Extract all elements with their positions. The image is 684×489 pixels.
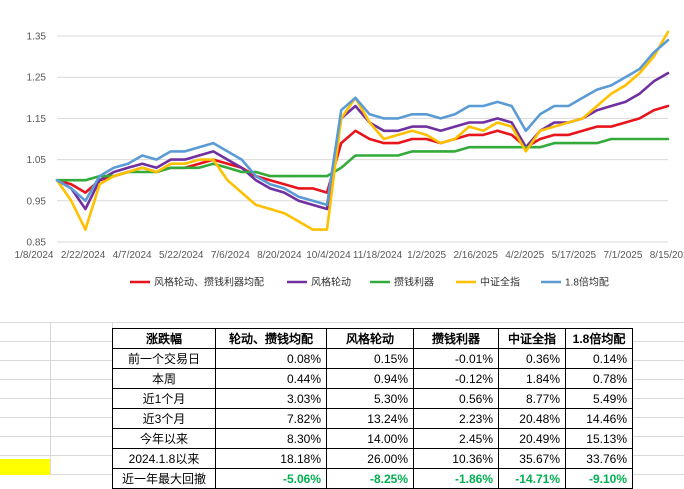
table-cell: 14.00% bbox=[326, 428, 414, 449]
table-cell: 26.00% bbox=[326, 448, 414, 469]
table-cell: 5.49% bbox=[565, 388, 633, 409]
x-tick-label: 5/22/2024 bbox=[159, 250, 204, 261]
table-row: 近3个月 7.82% 13.24% 2.23% 20.48% 14.46% bbox=[112, 408, 633, 429]
header-cell: 攒钱利器 bbox=[413, 328, 499, 349]
series-line-4 bbox=[55, 38, 670, 207]
y-tick-label: 1.25 bbox=[27, 73, 47, 84]
table-cell: 7.82% bbox=[215, 408, 327, 429]
legend-entry: 攒钱利器 bbox=[394, 276, 434, 289]
legend-entry: 中证全指 bbox=[480, 276, 520, 289]
table-cell: 35.67% bbox=[498, 448, 566, 469]
table-cell: 3.03% bbox=[215, 388, 327, 409]
table-row: 本周 0.44% 0.94% -0.12% 1.84% 0.78% bbox=[112, 368, 633, 389]
x-tick-label: 8/15/2025 bbox=[650, 250, 684, 261]
x-tick-label: 2/22/2024 bbox=[61, 250, 106, 261]
row-label: 本周 bbox=[112, 368, 216, 389]
table-cell: 20.48% bbox=[498, 408, 566, 429]
chart-legend: 风格轮动、攒钱利器均配 风格轮动 攒钱利器 中证全指 1.8倍均配 bbox=[130, 276, 609, 289]
header-cell: 涨跌幅 bbox=[112, 328, 216, 349]
legend-entry: 风格轮动、攒钱利器均配 bbox=[154, 276, 264, 289]
table-cell: 8.30% bbox=[215, 428, 327, 449]
row-label: 2024.1.8以来 bbox=[112, 448, 216, 469]
table-cell: 0.56% bbox=[413, 388, 499, 409]
table-cell: 10.36% bbox=[413, 448, 499, 469]
table-row: 前一个交易日 0.08% 0.15% -0.01% 0.36% 0.14% bbox=[112, 348, 633, 369]
table-cell: 0.08% bbox=[215, 348, 327, 369]
x-tick-label: 10/4/2024 bbox=[306, 250, 351, 261]
table-cell: 0.44% bbox=[215, 368, 327, 389]
table-cell: 20.49% bbox=[498, 428, 566, 449]
x-axis-ticks: 1/8/2024 2/22/2024 4/7/2024 5/22/2024 7/6/20… bbox=[15, 250, 684, 261]
table-cell: 13.24% bbox=[326, 408, 414, 429]
y-axis-ticks: 0.85 0.95 1.05 1.15 1.25 1.35 bbox=[27, 32, 47, 249]
y-tick-label: 0.85 bbox=[27, 238, 47, 249]
chart-grid bbox=[57, 35, 668, 243]
highlighted-cell[interactable] bbox=[0, 459, 50, 475]
table-cell: -9.10% bbox=[565, 468, 633, 489]
line-chart: 0.85 0.95 1.05 1.15 1.25 1.35 1/8/2024 2/22/20… bbox=[15, 30, 684, 289]
table-cell: -0.01% bbox=[413, 348, 499, 369]
x-tick-label: 4/2/2025 bbox=[505, 250, 544, 261]
chart-series bbox=[55, 30, 670, 231]
header-cell: 风格轮动 bbox=[326, 328, 414, 349]
row-label: 近3个月 bbox=[112, 408, 216, 429]
row-label: 今年以来 bbox=[112, 428, 216, 449]
row-label: 近1个月 bbox=[112, 388, 216, 409]
table-cell: 14.46% bbox=[565, 408, 633, 429]
table-cell: 5.30% bbox=[326, 388, 414, 409]
table-cell: -1.86% bbox=[413, 468, 499, 489]
header-cell: 轮动、攒钱均配 bbox=[215, 328, 327, 349]
x-tick-label: 2/16/2025 bbox=[453, 250, 498, 261]
table-cell: 2.23% bbox=[413, 408, 499, 429]
table-row: 近1个月 3.03% 5.30% 0.56% 8.77% 5.49% bbox=[112, 388, 633, 409]
row-label: 前一个交易日 bbox=[112, 348, 216, 369]
row-label: 近一年最大回撤 bbox=[112, 468, 216, 489]
x-tick-label: 5/17/2025 bbox=[552, 250, 597, 261]
x-tick-label: 8/20/2024 bbox=[257, 250, 302, 261]
table-cell: 8.77% bbox=[498, 388, 566, 409]
table-header-row: 涨跌幅 轮动、攒钱均配 风格轮动 攒钱利器 中证全指 1.8倍均配 bbox=[112, 328, 633, 349]
table-cell: 2.45% bbox=[413, 428, 499, 449]
x-tick-label: 1/2/2025 bbox=[407, 250, 446, 261]
table-cell: 0.78% bbox=[565, 368, 633, 389]
x-tick-label: 11/18/2024 bbox=[353, 250, 403, 261]
x-tick-label: 7/6/2024 bbox=[211, 250, 250, 261]
series-line-3 bbox=[55, 30, 670, 231]
legend-entry: 1.8倍均配 bbox=[565, 276, 609, 289]
y-tick-label: 0.95 bbox=[27, 196, 47, 207]
y-tick-label: 1.05 bbox=[27, 155, 47, 166]
table-cell: 0.94% bbox=[326, 368, 414, 389]
table-cell: 33.76% bbox=[565, 448, 633, 469]
returns-table: 涨跌幅 轮动、攒钱均配 风格轮动 攒钱利器 中证全指 1.8倍均配 前一个交易日… bbox=[112, 328, 633, 489]
table-row: 近一年最大回撤 -5.06% -8.25% -1.86% -14.71% -9.… bbox=[112, 468, 633, 489]
table-cell: -14.71% bbox=[498, 468, 566, 489]
table-cell: -5.06% bbox=[215, 468, 327, 489]
table-row: 今年以来 8.30% 14.00% 2.45% 20.49% 15.13% bbox=[112, 428, 633, 449]
table-cell: 15.13% bbox=[565, 428, 633, 449]
series-line-1 bbox=[55, 71, 670, 211]
table-cell: -0.12% bbox=[413, 368, 499, 389]
x-tick-label: 7/1/2025 bbox=[603, 250, 642, 261]
table-row: 2024.1.8以来 18.18% 26.00% 10.36% 35.67% 3… bbox=[112, 448, 633, 469]
table-cell: 1.84% bbox=[498, 368, 566, 389]
table-cell: 0.15% bbox=[326, 348, 414, 369]
y-tick-label: 1.35 bbox=[27, 32, 47, 43]
header-cell: 中证全指 bbox=[498, 328, 566, 349]
table-cell: -8.25% bbox=[326, 468, 414, 489]
x-tick-label: 1/8/2024 bbox=[15, 250, 54, 261]
y-tick-label: 1.15 bbox=[27, 114, 47, 125]
table-cell: 0.14% bbox=[565, 348, 633, 369]
header-cell: 1.8倍均配 bbox=[565, 328, 633, 349]
x-tick-label: 4/7/2024 bbox=[113, 250, 152, 261]
table-cell: 18.18% bbox=[215, 448, 327, 469]
legend-entry: 风格轮动 bbox=[311, 276, 351, 289]
sheet-column-line bbox=[50, 322, 51, 475]
table-cell: 0.36% bbox=[498, 348, 566, 369]
